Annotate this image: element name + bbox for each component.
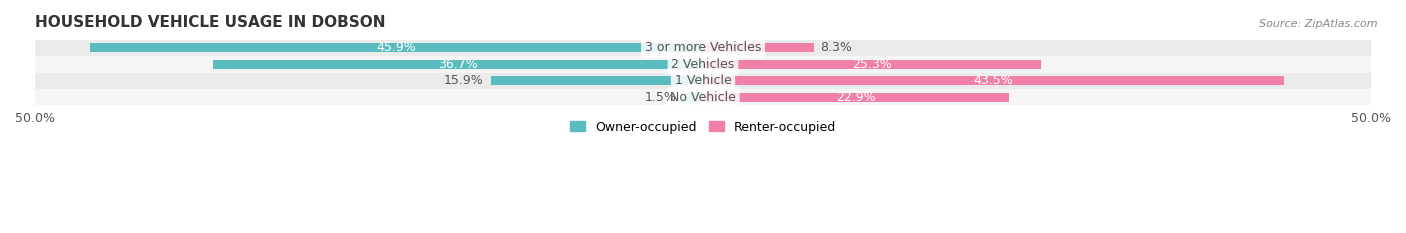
Text: 8.3%: 8.3% bbox=[821, 41, 852, 55]
Bar bbox=[212, 60, 703, 69]
Text: HOUSEHOLD VEHICLE USAGE IN DOBSON: HOUSEHOLD VEHICLE USAGE IN DOBSON bbox=[35, 15, 385, 30]
Bar bbox=[703, 93, 1010, 102]
Text: Source: ZipAtlas.com: Source: ZipAtlas.com bbox=[1260, 19, 1378, 29]
Text: 45.9%: 45.9% bbox=[377, 41, 416, 55]
Bar bbox=[35, 72, 1371, 89]
Legend: Owner-occupied, Renter-occupied: Owner-occupied, Renter-occupied bbox=[565, 116, 841, 139]
Text: 25.3%: 25.3% bbox=[852, 58, 891, 71]
Text: 2 Vehicles: 2 Vehicles bbox=[672, 58, 734, 71]
Text: 1.5%: 1.5% bbox=[644, 91, 676, 104]
Bar bbox=[703, 60, 1040, 69]
Text: 1 Vehicle: 1 Vehicle bbox=[675, 74, 731, 87]
Text: 22.9%: 22.9% bbox=[837, 91, 876, 104]
Bar bbox=[90, 43, 703, 52]
Text: 15.9%: 15.9% bbox=[444, 74, 484, 87]
Bar bbox=[703, 76, 1284, 85]
Text: 43.5%: 43.5% bbox=[974, 74, 1014, 87]
Bar bbox=[35, 40, 1371, 56]
Text: No Vehicle: No Vehicle bbox=[671, 91, 735, 104]
Text: 3 or more Vehicles: 3 or more Vehicles bbox=[645, 41, 761, 55]
Bar bbox=[35, 89, 1371, 105]
Text: 36.7%: 36.7% bbox=[439, 58, 478, 71]
Bar bbox=[35, 56, 1371, 72]
Bar bbox=[703, 43, 814, 52]
Bar bbox=[491, 76, 703, 85]
Bar bbox=[683, 93, 703, 102]
